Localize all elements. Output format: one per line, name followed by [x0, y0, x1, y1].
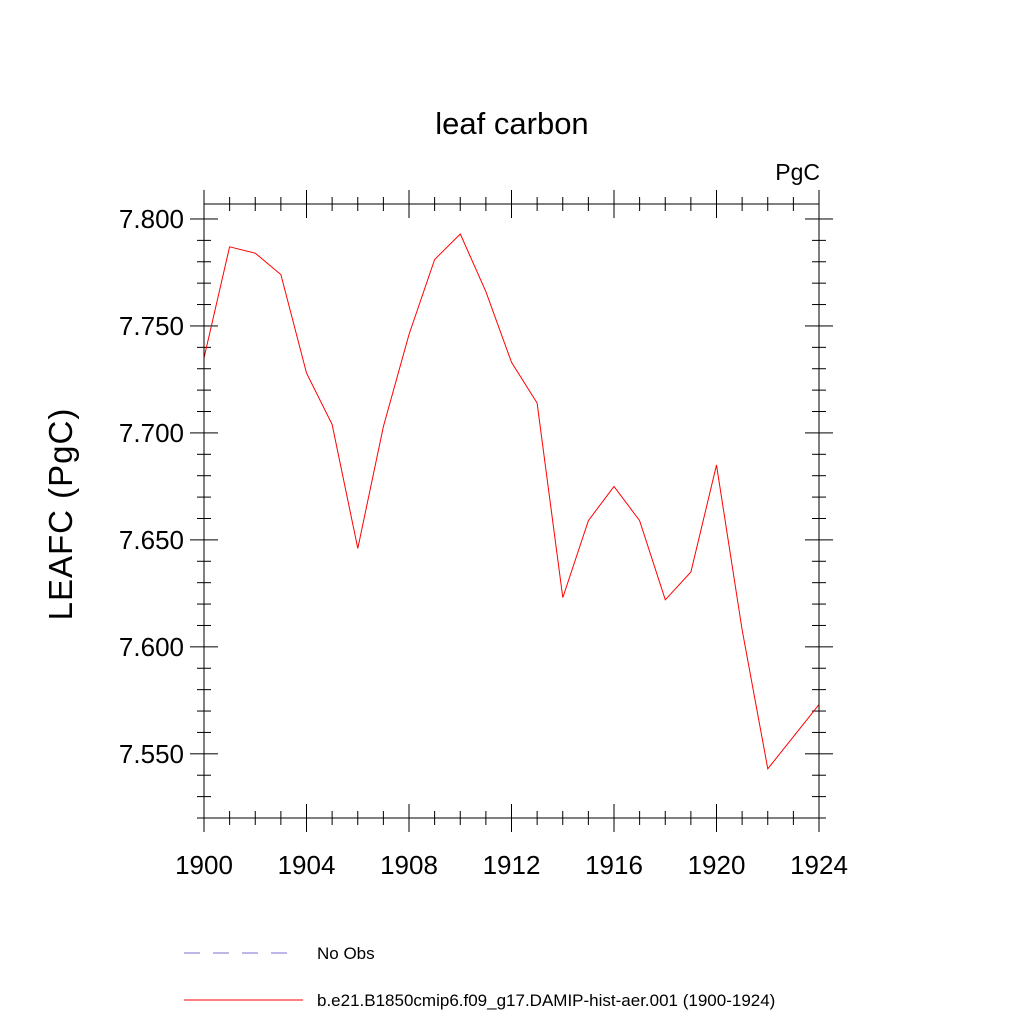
legend-label: No Obs	[317, 944, 375, 963]
x-tick-label: 1924	[790, 850, 848, 880]
x-tick-label: 1916	[585, 850, 643, 880]
y-tick-label: 7.600	[119, 632, 184, 662]
plot-frame	[203, 203, 820, 819]
x-tick-label: 1908	[380, 850, 438, 880]
y-tick-label: 7.800	[119, 204, 184, 234]
series-line	[203, 233, 820, 770]
tick-labels: 1900 1904 1908 1912 1916 1920 1924 7.550 7.600 7.…	[119, 204, 848, 880]
y-axis-label: LEAFC (PgC)	[42, 408, 79, 621]
series-layer	[203, 233, 820, 770]
units-label: PgC	[775, 159, 820, 185]
x-tick-label: 1912	[483, 850, 541, 880]
x-tick-label: 1920	[688, 850, 746, 880]
x-tick-label: 1900	[175, 850, 233, 880]
major-ticks	[190, 190, 833, 832]
x-tick-label: 1904	[278, 850, 336, 880]
legend: No Obs b.e21.B1850cmip6.f09_g17.DAMIP-his…	[184, 944, 775, 1010]
y-tick-label: 7.550	[119, 739, 184, 769]
legend-label: b.e21.B1850cmip6.f09_g17.DAMIP-hist-aer.…	[317, 991, 775, 1010]
chart-title: leaf carbon	[435, 106, 588, 141]
y-tick-label: 7.650	[119, 525, 184, 555]
y-tick-label: 7.750	[119, 311, 184, 341]
minor-ticks	[197, 197, 826, 825]
y-tick-label: 7.700	[119, 418, 184, 448]
